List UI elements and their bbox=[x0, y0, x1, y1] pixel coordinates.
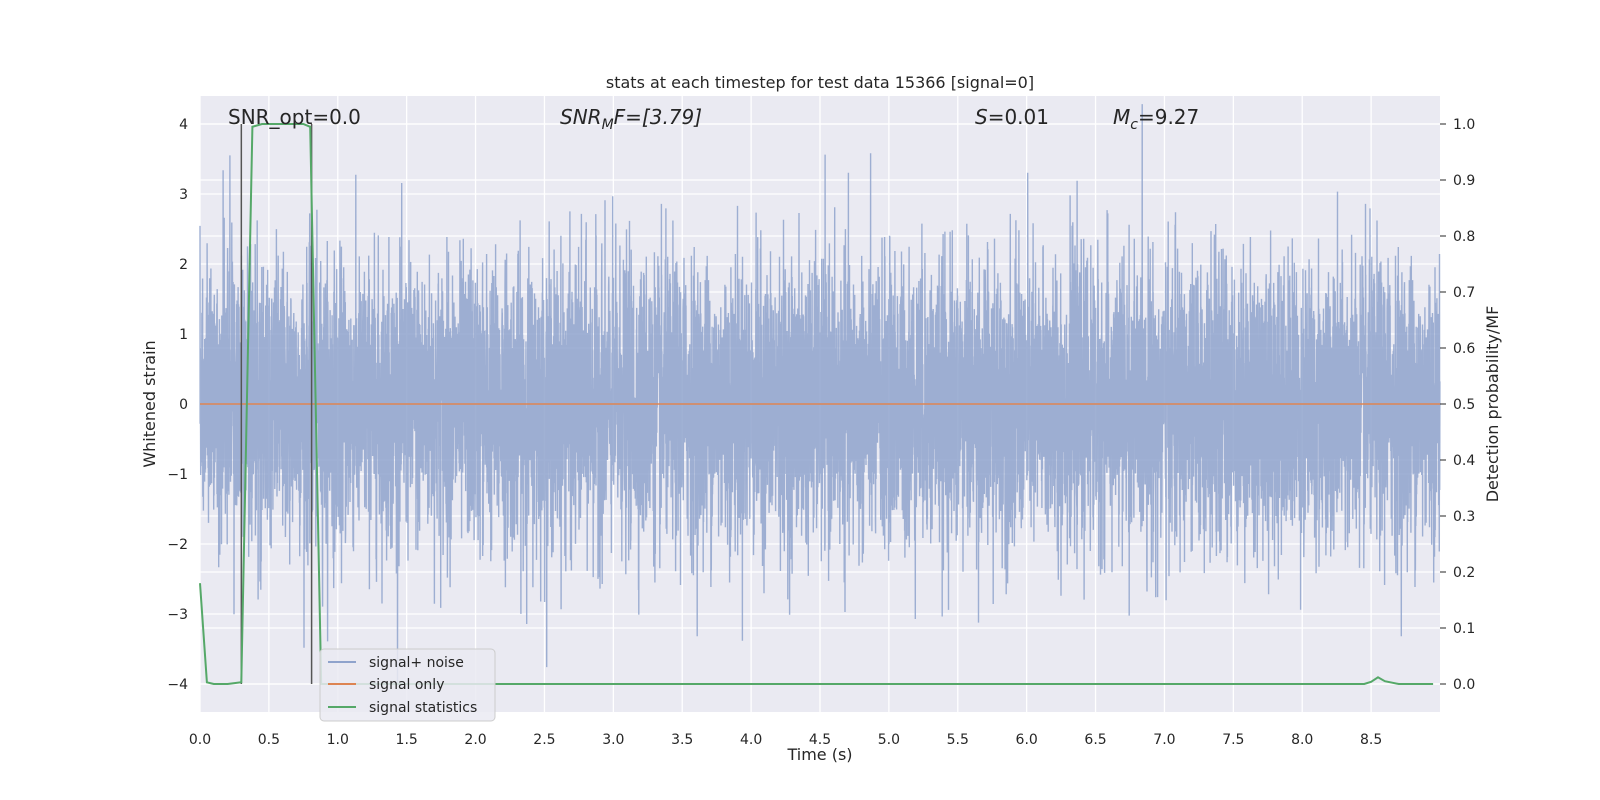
y-tick-label: 2 bbox=[179, 257, 188, 273]
x-tick-label: 5.0 bbox=[878, 732, 900, 748]
x-tick-label: 7.5 bbox=[1222, 732, 1244, 748]
x-tick-label: 4.5 bbox=[809, 732, 831, 748]
x-tick-label: 5.5 bbox=[947, 732, 969, 748]
x-tick-label: 6.0 bbox=[1016, 732, 1038, 748]
y-tick-label: −1 bbox=[167, 467, 188, 483]
y-tick-label: 4 bbox=[179, 117, 188, 133]
y-tick-labels: 4 3 2 1 0 −1 −2 −3 −4 bbox=[167, 117, 188, 693]
y2-tick-label: 0.5 bbox=[1453, 397, 1475, 413]
y-tick-label: −2 bbox=[167, 537, 188, 553]
y-tick-label: 1 bbox=[179, 327, 188, 343]
series-signal-noise bbox=[199, 104, 1441, 686]
y2-tick-label: 0.2 bbox=[1453, 565, 1475, 581]
y2-tick-label: 0.7 bbox=[1453, 285, 1475, 301]
x-tick-label: 2.0 bbox=[464, 732, 486, 748]
y-tick-label: 3 bbox=[179, 187, 188, 203]
x-tick-label: 8.5 bbox=[1360, 732, 1382, 748]
legend-box bbox=[319, 648, 496, 722]
annotation-snr-opt: SNR_opt=0.0 bbox=[228, 105, 361, 129]
y2-tick-labels: 1.0 0.9 0.8 0.7 0.6 0.5 0.4 0.3 0.2 0.1 0.0 bbox=[1440, 117, 1475, 693]
y2-tick-label: 0.0 bbox=[1453, 677, 1475, 693]
y2-axis-label: Detection probability/MF bbox=[1483, 306, 1502, 503]
legend-label-signal-only: signal only bbox=[369, 677, 444, 693]
chart-title: stats at each timestep for test data 153… bbox=[606, 73, 1034, 92]
y-tick-label: 0 bbox=[179, 397, 188, 413]
y-tick-label: −4 bbox=[167, 677, 188, 693]
x-tick-label: 1.5 bbox=[396, 732, 418, 748]
y-tick-label: −3 bbox=[167, 607, 188, 623]
annotation-mc: Mc=9.27 bbox=[1113, 105, 1199, 133]
x-tick-label: 4.0 bbox=[740, 732, 762, 748]
signal-noise-line bbox=[199, 104, 1441, 686]
annotation-s: S=0.01 bbox=[975, 105, 1049, 129]
s-symbol: S bbox=[975, 105, 988, 129]
mc-value: =9.27 bbox=[1138, 105, 1199, 129]
snr-mf-prefix: SNR bbox=[560, 105, 602, 129]
y2-tick-label: 0.1 bbox=[1453, 621, 1475, 637]
x-tick-label: 0.0 bbox=[189, 732, 211, 748]
snr-mf-suffix: F=[3.79] bbox=[614, 105, 702, 129]
y2-tick-label: 0.9 bbox=[1453, 173, 1475, 189]
s-value: =0.01 bbox=[988, 105, 1049, 129]
mc-sub: c bbox=[1130, 117, 1138, 133]
x-tick-labels: 0.0 0.5 1.0 1.5 2.0 2.5 3.0 3.5 4.0 4.5 5.0 5.5 6.0 6… bbox=[189, 732, 1382, 748]
y2-tick-label: 0.4 bbox=[1453, 453, 1475, 469]
x-tick-label: 1.0 bbox=[327, 732, 349, 748]
legend-label-signal-noise: signal+ noise bbox=[369, 655, 464, 671]
legend: signal+ noise signal only signal statist… bbox=[319, 648, 496, 722]
x-tick-label: 8.0 bbox=[1291, 732, 1313, 748]
y-axis-label: Whitened strain bbox=[140, 340, 159, 467]
x-tick-label: 6.5 bbox=[1084, 732, 1106, 748]
mc-symbol: M bbox=[1113, 105, 1130, 129]
x-tick-label: 7.0 bbox=[1153, 732, 1175, 748]
snr-mf-sub: M bbox=[602, 117, 614, 133]
x-axis-label: Time (s) bbox=[786, 745, 852, 764]
x-tick-label: 3.5 bbox=[671, 732, 693, 748]
y2-tick-label: 0.3 bbox=[1453, 509, 1475, 525]
x-tick-label: 3.0 bbox=[602, 732, 624, 748]
legend-label-signal-statistics: signal statistics bbox=[369, 700, 477, 716]
x-tick-label: 2.5 bbox=[533, 732, 555, 748]
x-tick-label: 0.5 bbox=[258, 732, 280, 748]
annotation-snr-mf: SNRMF=[3.79] bbox=[560, 105, 702, 133]
y2-tick-label: 1.0 bbox=[1453, 117, 1475, 133]
y2-tick-label: 0.8 bbox=[1453, 229, 1475, 245]
y2-tick-label: 0.6 bbox=[1453, 341, 1475, 357]
